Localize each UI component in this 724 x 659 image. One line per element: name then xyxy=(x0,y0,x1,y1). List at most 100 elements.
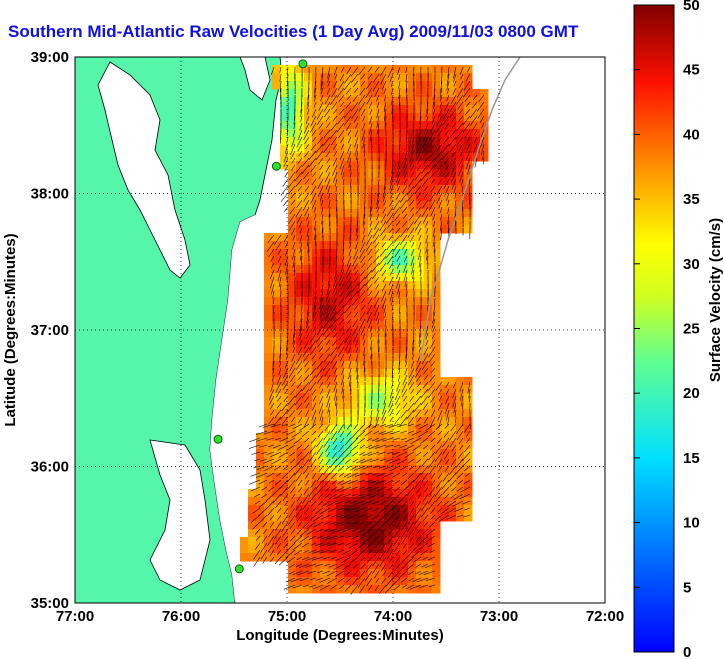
velocity-arrow xyxy=(396,269,401,280)
velocity-cell xyxy=(480,137,489,146)
velocity-arrow xyxy=(416,388,422,396)
velocity-arrow xyxy=(337,80,345,91)
velocity-cell xyxy=(464,417,473,426)
velocity-cell xyxy=(456,441,465,450)
velocity-cell xyxy=(256,529,265,538)
velocity-arrow xyxy=(370,192,373,204)
velocity-arrow xyxy=(249,437,261,443)
velocity-arrow xyxy=(272,353,275,366)
velocity-cell xyxy=(368,281,377,290)
velocity-cell xyxy=(272,329,281,338)
velocity-arrow xyxy=(342,248,345,256)
velocity-cell xyxy=(416,65,425,74)
velocity-cell xyxy=(376,545,385,554)
velocity-cell xyxy=(368,121,377,130)
velocity-arrow xyxy=(332,283,338,294)
velocity-arrow xyxy=(287,73,289,86)
velocity-cell xyxy=(384,377,393,386)
velocity-cell xyxy=(376,177,385,186)
velocity-cell xyxy=(400,465,409,474)
velocity-arrow xyxy=(363,206,366,219)
velocity-arrow xyxy=(339,73,345,82)
velocity-arrow xyxy=(419,535,429,544)
velocity-arrow xyxy=(455,129,464,140)
velocity-cell xyxy=(272,449,281,458)
velocity-cell xyxy=(336,113,345,122)
velocity-arrow xyxy=(304,444,310,451)
velocity-cell xyxy=(464,489,473,498)
velocity-arrow xyxy=(319,458,324,465)
velocity-arrow xyxy=(316,486,324,495)
velocity-arrow xyxy=(400,577,408,583)
velocity-arrow xyxy=(384,500,394,508)
velocity-arrow xyxy=(403,255,408,263)
velocity-cell xyxy=(272,505,281,514)
velocity-cell xyxy=(288,121,297,130)
velocity-arrow xyxy=(433,87,436,100)
velocity-cell xyxy=(288,65,297,74)
velocity-arrow xyxy=(407,472,415,480)
velocity-cell xyxy=(336,433,345,442)
velocity-cell xyxy=(328,129,337,138)
velocity-arrow xyxy=(327,185,331,195)
velocity-arrow xyxy=(378,388,380,397)
velocity-cell xyxy=(360,353,369,362)
velocity-arrow xyxy=(312,514,324,522)
velocity-arrow xyxy=(418,423,429,430)
velocity-arrow xyxy=(423,143,429,152)
velocity-arrow xyxy=(272,297,275,305)
velocity-arrow xyxy=(273,304,275,314)
velocity-arrow xyxy=(428,451,436,461)
velocity-cell xyxy=(376,481,385,490)
velocity-arrow xyxy=(322,556,331,560)
velocity-arrow xyxy=(415,451,422,457)
velocity-cell xyxy=(304,585,313,594)
velocity-cell xyxy=(432,129,441,138)
velocity-arrow xyxy=(362,227,366,234)
velocity-arrow xyxy=(272,486,282,495)
velocity-cell xyxy=(456,89,465,98)
velocity-arrow xyxy=(400,227,408,238)
velocity-cell xyxy=(288,169,297,178)
velocity-arrow xyxy=(408,577,415,582)
velocity-arrow xyxy=(344,584,352,592)
velocity-cell xyxy=(424,217,433,226)
velocity-cell xyxy=(352,321,361,330)
velocity-cell xyxy=(368,353,377,362)
velocity-cell xyxy=(304,201,313,210)
velocity-arrow xyxy=(383,94,387,102)
velocity-arrow xyxy=(304,514,310,520)
velocity-cell xyxy=(408,457,417,466)
velocity-arrow xyxy=(283,395,289,402)
velocity-cell xyxy=(448,393,457,402)
velocity-arrow xyxy=(304,367,310,373)
velocity-cell xyxy=(392,73,401,82)
velocity-cell xyxy=(456,121,465,130)
velocity-arrow xyxy=(367,66,373,73)
velocity-arrow xyxy=(358,66,366,76)
velocity-cell xyxy=(336,305,345,314)
velocity-arrow xyxy=(379,248,387,257)
velocity-cell xyxy=(320,113,329,122)
velocity-arrow xyxy=(368,101,373,109)
velocity-cell xyxy=(472,97,481,106)
velocity-cell xyxy=(264,281,273,290)
velocity-cell xyxy=(360,321,369,330)
velocity-arrow xyxy=(313,87,317,98)
velocity-arrow xyxy=(296,402,303,411)
velocity-cell xyxy=(352,353,361,362)
velocity-cell xyxy=(328,353,337,362)
velocity-arrow xyxy=(328,199,331,208)
velocity-arrow xyxy=(348,367,352,379)
velocity-arrow xyxy=(314,73,317,85)
velocity-cell xyxy=(288,537,297,546)
velocity-arrow xyxy=(381,297,387,309)
velocity-cell xyxy=(432,289,441,298)
x-axis-ticks: 77:00 76:00 75:00 74:00 73:00 72:00 xyxy=(56,608,624,625)
sound-water xyxy=(149,439,211,591)
velocity-arrow xyxy=(339,276,345,287)
velocity-cell xyxy=(296,345,305,354)
velocity-cell xyxy=(272,537,281,546)
velocity-cell xyxy=(328,457,337,466)
velocity-arrow xyxy=(269,395,275,406)
